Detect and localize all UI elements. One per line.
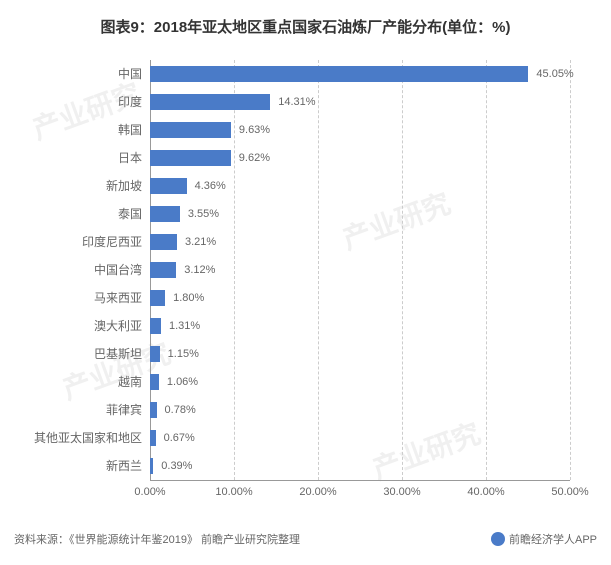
x-tick-label: 0.00% xyxy=(134,486,165,498)
x-tick-label: 50.00% xyxy=(551,486,588,498)
x-tick-label: 40.00% xyxy=(467,486,504,498)
chart-row: 巴基斯坦 1.15% xyxy=(0,340,611,368)
chart-title: 图表9：2018年亚太地区重点国家石油炼厂产能分布(单位：%) xyxy=(0,16,611,37)
bar xyxy=(150,150,231,166)
value-label: 1.80% xyxy=(173,284,204,312)
category-label: 日本 xyxy=(0,144,142,172)
chart-row: 新西兰 0.39% xyxy=(0,452,611,480)
category-label: 中国台湾 xyxy=(0,256,142,284)
bar xyxy=(150,346,160,362)
category-label: 韩国 xyxy=(0,116,142,144)
bar xyxy=(150,178,187,194)
chart-row: 马来西亚 1.80% xyxy=(0,284,611,312)
value-label: 1.06% xyxy=(167,368,198,396)
x-axis xyxy=(150,480,570,481)
bar xyxy=(150,402,157,418)
value-label: 0.39% xyxy=(161,452,192,480)
category-label: 新西兰 xyxy=(0,452,142,480)
value-label: 3.12% xyxy=(184,256,215,284)
footer-attribution: 前瞻经济学人APP xyxy=(491,531,597,547)
bar xyxy=(150,458,153,474)
chart-row: 新加坡 4.36% xyxy=(0,172,611,200)
bar xyxy=(150,374,159,390)
bar xyxy=(150,430,156,446)
category-label: 菲律宾 xyxy=(0,396,142,424)
category-label: 新加坡 xyxy=(0,172,142,200)
chart-row: 中国台湾 3.12% xyxy=(0,256,611,284)
x-tick-label: 20.00% xyxy=(299,486,336,498)
category-label: 越南 xyxy=(0,368,142,396)
value-label: 0.78% xyxy=(165,396,196,424)
footer-text: 前瞻经济学人APP xyxy=(509,531,597,547)
chart-row: 菲律宾 0.78% xyxy=(0,396,611,424)
category-label: 泰国 xyxy=(0,200,142,228)
value-label: 3.55% xyxy=(188,200,219,228)
x-tick-label: 10.00% xyxy=(215,486,252,498)
chart-row: 印度 14.31% xyxy=(0,88,611,116)
x-tick-label: 30.00% xyxy=(383,486,420,498)
chart-row: 中国 45.05% xyxy=(0,60,611,88)
category-label: 马来西亚 xyxy=(0,284,142,312)
bar xyxy=(150,290,165,306)
category-label: 澳大利亚 xyxy=(0,312,142,340)
bar xyxy=(150,234,177,250)
bar xyxy=(150,318,161,334)
source-text: 资料来源：《世界能源统计年鉴2019》 前瞻产业研究院整理 xyxy=(14,531,300,547)
chart-area: 0.00% 10.00% 20.00% 30.00% 40.00% 50.00% 中国 45… xyxy=(0,50,611,510)
category-label: 印度尼西亚 xyxy=(0,228,142,256)
chart-row: 韩国 9.63% xyxy=(0,116,611,144)
value-label: 9.62% xyxy=(239,144,270,172)
value-label: 1.31% xyxy=(169,312,200,340)
value-label: 9.63% xyxy=(239,116,270,144)
chart-row: 越南 1.06% xyxy=(0,368,611,396)
chart-row: 日本 9.62% xyxy=(0,144,611,172)
bar xyxy=(150,66,528,82)
chart-row: 澳大利亚 1.31% xyxy=(0,312,611,340)
chart-row: 泰国 3.55% xyxy=(0,200,611,228)
bar xyxy=(150,262,176,278)
category-label: 其他亚太国家和地区 xyxy=(0,424,142,452)
category-label: 中国 xyxy=(0,60,142,88)
value-label: 45.05% xyxy=(536,60,573,88)
value-label: 3.21% xyxy=(185,228,216,256)
bar xyxy=(150,206,180,222)
app-icon xyxy=(491,532,505,546)
chart-row: 印度尼西亚 3.21% xyxy=(0,228,611,256)
bar xyxy=(150,94,270,110)
value-label: 14.31% xyxy=(278,88,315,116)
category-label: 印度 xyxy=(0,88,142,116)
category-label: 巴基斯坦 xyxy=(0,340,142,368)
bar xyxy=(150,122,231,138)
chart-row: 其他亚太国家和地区 0.67% xyxy=(0,424,611,452)
value-label: 1.15% xyxy=(168,340,199,368)
value-label: 0.67% xyxy=(164,424,195,452)
value-label: 4.36% xyxy=(195,172,226,200)
